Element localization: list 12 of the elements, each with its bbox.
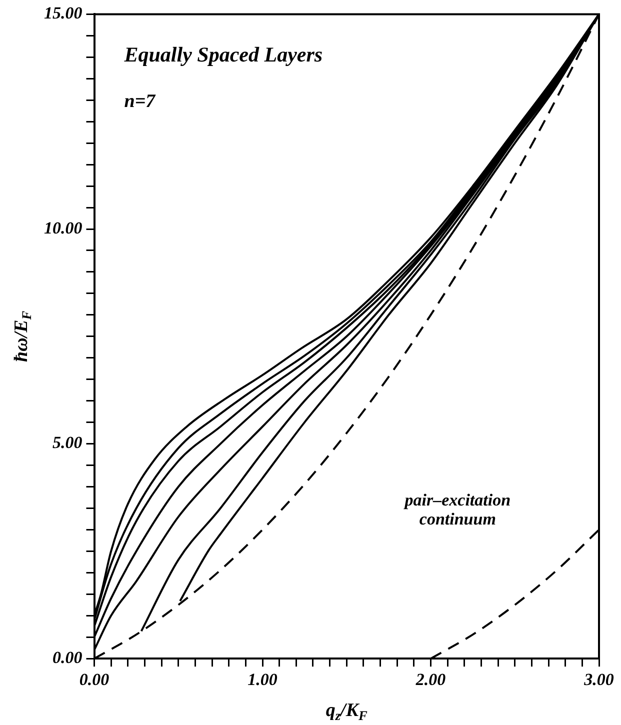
y-tick-label: 10.00 (44, 218, 83, 238)
x-tick-label: 3.00 (583, 670, 614, 690)
y-tick-label: 15.00 (44, 4, 83, 23)
annotation: n=7 (124, 91, 157, 112)
x-tick-label: 0.00 (79, 670, 110, 690)
y-tick-label: 5.00 (52, 433, 83, 452)
x-tick-label: 1.00 (248, 670, 278, 690)
x-tick-label: 2.00 (414, 670, 446, 690)
text: Equally Spaced Layers (123, 42, 323, 67)
y-axis-title: ħω/EF (10, 310, 34, 362)
annotation: pair–excitation continuum (402, 490, 511, 528)
y-tick-label: 0.00 (52, 648, 83, 667)
